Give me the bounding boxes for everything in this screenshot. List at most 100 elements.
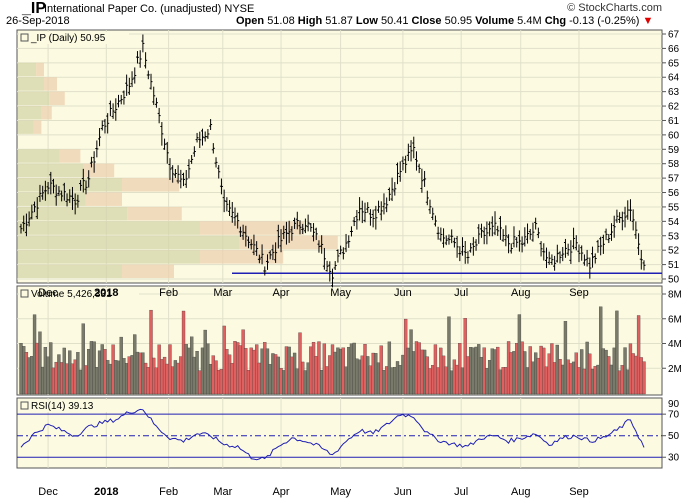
volume-bar (290, 356, 294, 395)
x-tick-label-bottom: Sep (569, 486, 589, 498)
volume-by-price-bar (122, 178, 180, 192)
volume-bar (103, 349, 107, 395)
volume-bar (550, 343, 554, 395)
volume-bar (496, 346, 500, 395)
volume-bar (135, 351, 140, 395)
price-tick-label: 66 (668, 44, 680, 55)
volume-bar (108, 363, 113, 395)
volume-by-price-bar (18, 106, 42, 120)
volume-bar (504, 367, 508, 395)
volume-bar (463, 318, 467, 395)
volume-bar (122, 358, 126, 395)
x-tick-label: Dec (38, 287, 58, 299)
price-tick-label: 56 (668, 188, 680, 199)
volume-bar (601, 348, 606, 395)
volume-bar (30, 356, 34, 395)
volume-bar (230, 363, 234, 395)
volume-bar (479, 357, 484, 395)
volume-bar (547, 353, 551, 395)
volume-by-price-bar (18, 206, 128, 221)
volume-bar (333, 351, 337, 395)
volume-bar (355, 358, 359, 395)
volume-bar (425, 356, 429, 395)
volume-bar (22, 346, 26, 395)
volume-legend-icon (20, 289, 29, 298)
volume-bar (330, 344, 335, 395)
symbol-label: _IP (22, 0, 47, 17)
volume-tick-label: 8M (668, 290, 682, 301)
price-tick-label: 50 (668, 275, 680, 286)
date-label: 26-Sep-2018 (6, 15, 70, 27)
volume-bar (203, 329, 207, 395)
volume-bar (379, 345, 383, 395)
volume-bar (76, 352, 80, 395)
volume-bar (403, 318, 408, 395)
price-title-bg (19, 32, 129, 44)
x-tick-label-bottom: Feb (159, 486, 178, 498)
rsi-tick-label: 70 (668, 410, 680, 421)
volume-bar (225, 349, 229, 395)
volume-bar (179, 356, 183, 395)
volume-panel-title: Volume 5,426,331 (31, 289, 112, 300)
rsi-line (20, 408, 645, 461)
volume-bar (320, 369, 324, 395)
price-tick-label: 64 (668, 73, 680, 84)
volume-bar (582, 368, 587, 395)
volume-by-price-bar (18, 221, 200, 235)
rsi-panel (16, 397, 663, 469)
x-tick-label: Sep (569, 287, 589, 299)
volume-by-price-bar (122, 264, 174, 278)
volume-bar (563, 321, 568, 395)
volume-bar (509, 352, 513, 395)
volume-bar (222, 325, 226, 395)
volume-bar (536, 357, 541, 395)
volume-bar (552, 362, 557, 395)
volume-bar (636, 315, 641, 395)
volume-bar (171, 366, 175, 395)
price-tick-label: 51 (668, 260, 680, 271)
x-tick-label-bottom: Jul (454, 486, 468, 498)
volume-bar (458, 343, 462, 395)
volume-bar (441, 355, 446, 395)
volume-bar (436, 367, 440, 395)
volume-bar (38, 331, 42, 395)
volume-by-price-bar (200, 221, 304, 235)
volume-bar (81, 323, 85, 395)
volume-bar (298, 332, 302, 395)
volume-bar (138, 352, 142, 395)
volume-bar (506, 341, 511, 395)
volume-bar (512, 351, 516, 395)
volume-bar (106, 360, 110, 395)
volume-bar (97, 350, 102, 395)
volume-bar (501, 367, 505, 395)
volume-title-bg (19, 288, 139, 300)
volume-bar (433, 344, 438, 395)
volume-bar (59, 362, 64, 395)
x-tick-label: Mar (213, 287, 232, 299)
volume-bar (544, 366, 549, 395)
volume-bar (487, 360, 492, 395)
volume-bar (366, 356, 370, 395)
volume-bar (217, 369, 221, 395)
volume-by-price-bar (18, 62, 37, 77)
volume-by-price-bar (18, 178, 122, 192)
volume-bar (596, 364, 600, 395)
volume-by-price-bar (18, 264, 122, 278)
volume-bar (515, 343, 519, 395)
volume-bar (252, 349, 256, 395)
volume-bar (623, 347, 627, 395)
volume-bar (577, 367, 581, 395)
volume-bar (542, 347, 546, 395)
volume-bar (257, 362, 262, 395)
volume-bar (133, 334, 137, 395)
volume-bar (412, 351, 416, 395)
volume-bar (246, 370, 251, 395)
volume-bar (585, 341, 589, 395)
x-tick-label-bottom: Aug (511, 486, 531, 498)
volume-bar (482, 347, 486, 395)
rsi-tick-label: 50 (668, 431, 680, 442)
volume-bar (360, 355, 364, 395)
volume-bar (187, 347, 191, 395)
volume-by-price-bar (36, 62, 44, 77)
price-tick-label: 65 (668, 58, 680, 69)
